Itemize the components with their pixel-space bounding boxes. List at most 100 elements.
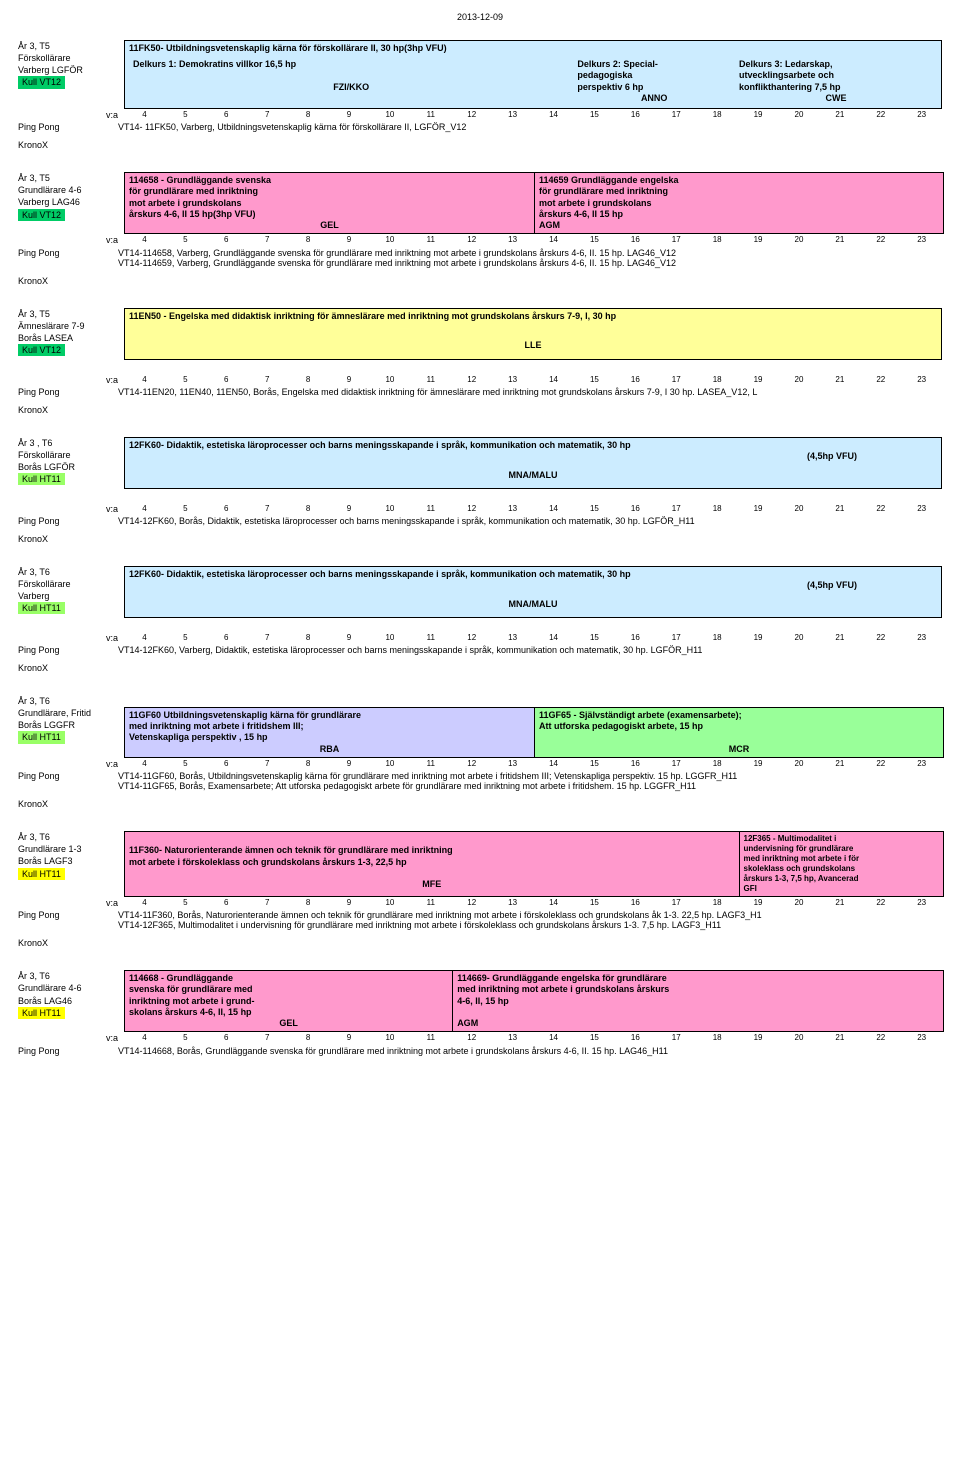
pp-text-2b: VT14-114659, Varberg, Grundläggande sven… <box>118 258 942 268</box>
delkurs-2a: Delkurs 2: Special- <box>577 59 731 70</box>
week-num: 14 <box>533 375 574 386</box>
week-num: 18 <box>697 898 738 909</box>
pingpong-label: Ping Pong <box>18 516 118 526</box>
week-num: 7 <box>247 235 288 246</box>
week-num: 12 <box>451 1033 492 1044</box>
c2a-l1: 114658 - Grundläggande svenska <box>129 175 530 186</box>
c7a-l2: mot arbete i förskoleklass och grundskol… <box>129 857 735 868</box>
week-num: 9 <box>329 1033 370 1044</box>
week-num: 22 <box>860 633 901 644</box>
side-7: År 3, T6 Grundlärare 1-3 Borås LAGF3 Kul… <box>18 831 124 897</box>
week-num: 4 <box>124 375 165 386</box>
week-num: 17 <box>656 633 697 644</box>
week-num: 11 <box>410 759 451 770</box>
side-line: Borås LASEA <box>18 332 118 344</box>
c2b-l3: mot arbete i grundskolans <box>539 198 939 209</box>
week-num: 8 <box>288 898 329 909</box>
week-num: 15 <box>574 110 615 121</box>
week-num: 6 <box>206 110 247 121</box>
week-num: 21 <box>819 375 860 386</box>
kull-badge: Kull HT11 <box>18 602 65 614</box>
week-num: 12 <box>451 898 492 909</box>
week-num: 22 <box>860 759 901 770</box>
week-num: 10 <box>369 235 410 246</box>
side-3: År 3, T5 Ämneslärare 7-9 Borås LASEA Kul… <box>18 308 124 360</box>
c5-title: 12FK60- Didaktik, estetiska läroprocesse… <box>129 569 937 580</box>
c7b-l4: skoleklass och grundskolans <box>744 864 940 874</box>
doc-date: 2013-12-09 <box>18 12 942 22</box>
week-num: 10 <box>369 504 410 515</box>
kull-badge: Kull VT12 <box>18 344 65 356</box>
kull-badge: Kull HT11 <box>18 731 65 743</box>
c6a-l3: Vetenskapliga perspektiv , 15 hp <box>129 732 530 743</box>
week-num: 23 <box>901 235 942 246</box>
course-4: 12FK60- Didaktik, estetiska läroprocesse… <box>124 437 942 489</box>
week-num: 9 <box>329 898 370 909</box>
week-num: 18 <box>697 633 738 644</box>
week-num: 22 <box>860 235 901 246</box>
week-num: 17 <box>656 235 697 246</box>
week-num: 8 <box>288 375 329 386</box>
week-num: 4 <box>124 504 165 515</box>
week-num: 4 <box>124 1033 165 1044</box>
week-row-7: 4567891011121314151617181920212223 <box>124 898 942 909</box>
week-num: 16 <box>615 375 656 386</box>
side-line: Borås LAGF3 <box>18 855 118 867</box>
course-5: 12FK60- Didaktik, estetiska läroprocesse… <box>124 566 942 618</box>
week-num: 11 <box>410 375 451 386</box>
week-num: 15 <box>574 375 615 386</box>
week-num: 9 <box>329 633 370 644</box>
week-num: 11 <box>410 504 451 515</box>
week-num: 6 <box>206 898 247 909</box>
kull-badge: Kull HT11 <box>18 1007 65 1019</box>
side-6: År 3, T6 Grundlärare, Fritid Borås LGGFR… <box>18 695 124 758</box>
week-num: 20 <box>779 898 820 909</box>
week-num: 19 <box>738 633 779 644</box>
c4-title: 12FK60- Didaktik, estetiska läroprocesse… <box>129 440 937 451</box>
side-line: Varberg <box>18 590 118 602</box>
week-num: 21 <box>819 1033 860 1044</box>
week-row-6: 4567891011121314151617181920212223 <box>124 759 942 770</box>
pp-text-4: VT14-12FK60, Borås, Didaktik, estetiska … <box>118 516 942 526</box>
week-num: 6 <box>206 235 247 246</box>
week-num: 20 <box>779 235 820 246</box>
c4-sub: (4,5hp VFU) <box>129 451 937 462</box>
week-num: 10 <box>369 110 410 121</box>
week-num: 22 <box>860 110 901 121</box>
week-num: 5 <box>165 633 206 644</box>
week-num: 12 <box>451 110 492 121</box>
week-num: 10 <box>369 633 410 644</box>
week-num: 10 <box>369 375 410 386</box>
week-num: 17 <box>656 1033 697 1044</box>
c2b-l1: 114659 Grundläggande engelska <box>539 175 939 186</box>
week-num: 4 <box>124 110 165 121</box>
pp-text-3: VT14-11EN20, 11EN40, 11EN50, Borås, Enge… <box>118 387 942 397</box>
week-num: 14 <box>533 504 574 515</box>
week-num: 19 <box>738 375 779 386</box>
week-num: 7 <box>247 504 288 515</box>
delkurs-3b: utvecklingsarbete och <box>739 70 933 81</box>
week-num: 18 <box>697 759 738 770</box>
kronox-label: KronoX <box>18 140 942 150</box>
block-4: År 3 , T6 Förskollärare Borås LGFÖR Kull… <box>18 437 942 544</box>
week-row-8: 4567891011121314151617181920212223 <box>124 1033 942 1044</box>
side-line: År 3, T6 <box>18 566 118 578</box>
week-num: 19 <box>738 1033 779 1044</box>
side-line: Förskollärare <box>18 52 118 64</box>
va-label: v:a <box>18 632 124 644</box>
week-num: 17 <box>656 375 697 386</box>
week-num: 13 <box>492 1033 533 1044</box>
pp-text-8: VT14-114668, Borås, Grundläggande svensk… <box>118 1046 942 1056</box>
week-num: 7 <box>247 375 288 386</box>
week-num: 13 <box>492 759 533 770</box>
code-anno: ANNO <box>577 93 731 104</box>
week-num: 22 <box>860 504 901 515</box>
c6a-l1: 11GF60 Utbildningsvetenskaplig kärna för… <box>129 710 530 721</box>
week-num: 19 <box>738 504 779 515</box>
side-line: Varberg LGFÖR <box>18 64 118 76</box>
pingpong-label: Ping Pong <box>18 645 118 655</box>
week-num: 23 <box>901 110 942 121</box>
week-num: 16 <box>615 235 656 246</box>
week-num: 8 <box>288 759 329 770</box>
side-line: Ämneslärare 7-9 <box>18 320 118 332</box>
